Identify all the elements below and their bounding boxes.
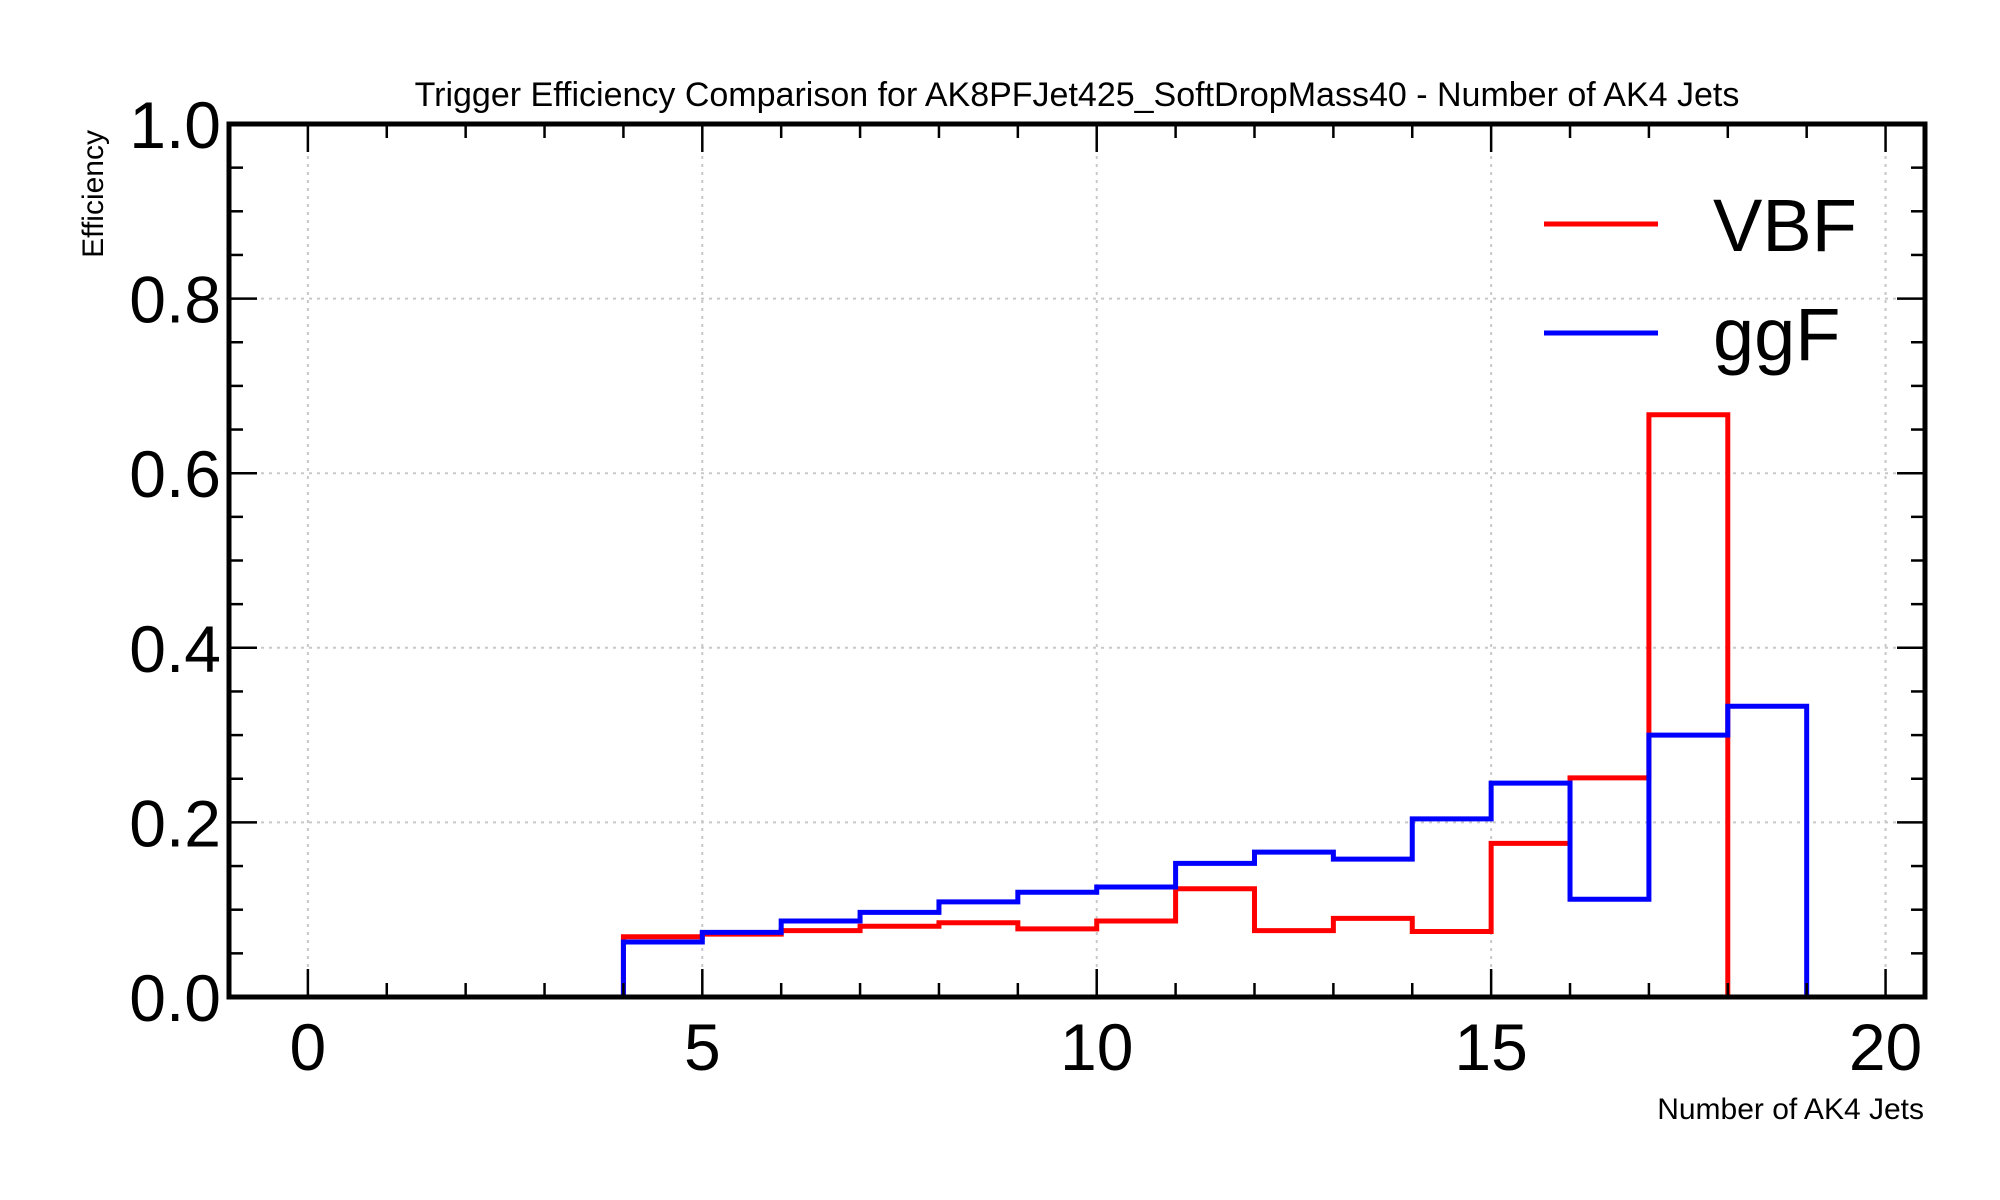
plot-frame (226, 121, 1928, 1000)
series-layer (229, 412, 1925, 1000)
x-tick-label: 0 (290, 1010, 327, 1084)
tick-marks (229, 122, 1925, 999)
y-tick-label: 0.2 (129, 786, 221, 860)
y-axis-label: Efficiency (77, 130, 110, 258)
legend: VBF ggF (1544, 184, 1857, 376)
x-tick-label: 10 (1060, 1010, 1133, 1084)
legend-label-ggf: ggF (1713, 293, 1841, 376)
legend-label-vbf: VBF (1713, 184, 1857, 267)
series-line-vbf (620, 412, 1807, 1000)
y-tick-label: 0.8 (129, 263, 221, 337)
x-axis-label: Number of AK4 Jets (1657, 1093, 1924, 1126)
chart-title: Trigger Efficiency Comparison for AK8PFJ… (415, 76, 1740, 114)
grid-lines (229, 124, 1925, 997)
y-tick-label: 0.6 (129, 437, 221, 511)
x-tick-label: 15 (1454, 1010, 1527, 1084)
x-tick-label: 20 (1849, 1010, 1922, 1084)
y-tick-label: 0.0 (129, 961, 221, 1035)
series-line-ggf (620, 703, 1810, 997)
tick-labels: 0 5 10 15 20 0.0 0.2 0.4 0.6 0.8 1.0 (129, 88, 1922, 1084)
y-tick-label: 1.0 (129, 88, 221, 162)
x-tick-label: 5 (684, 1010, 721, 1084)
y-tick-label: 0.4 (129, 612, 221, 686)
